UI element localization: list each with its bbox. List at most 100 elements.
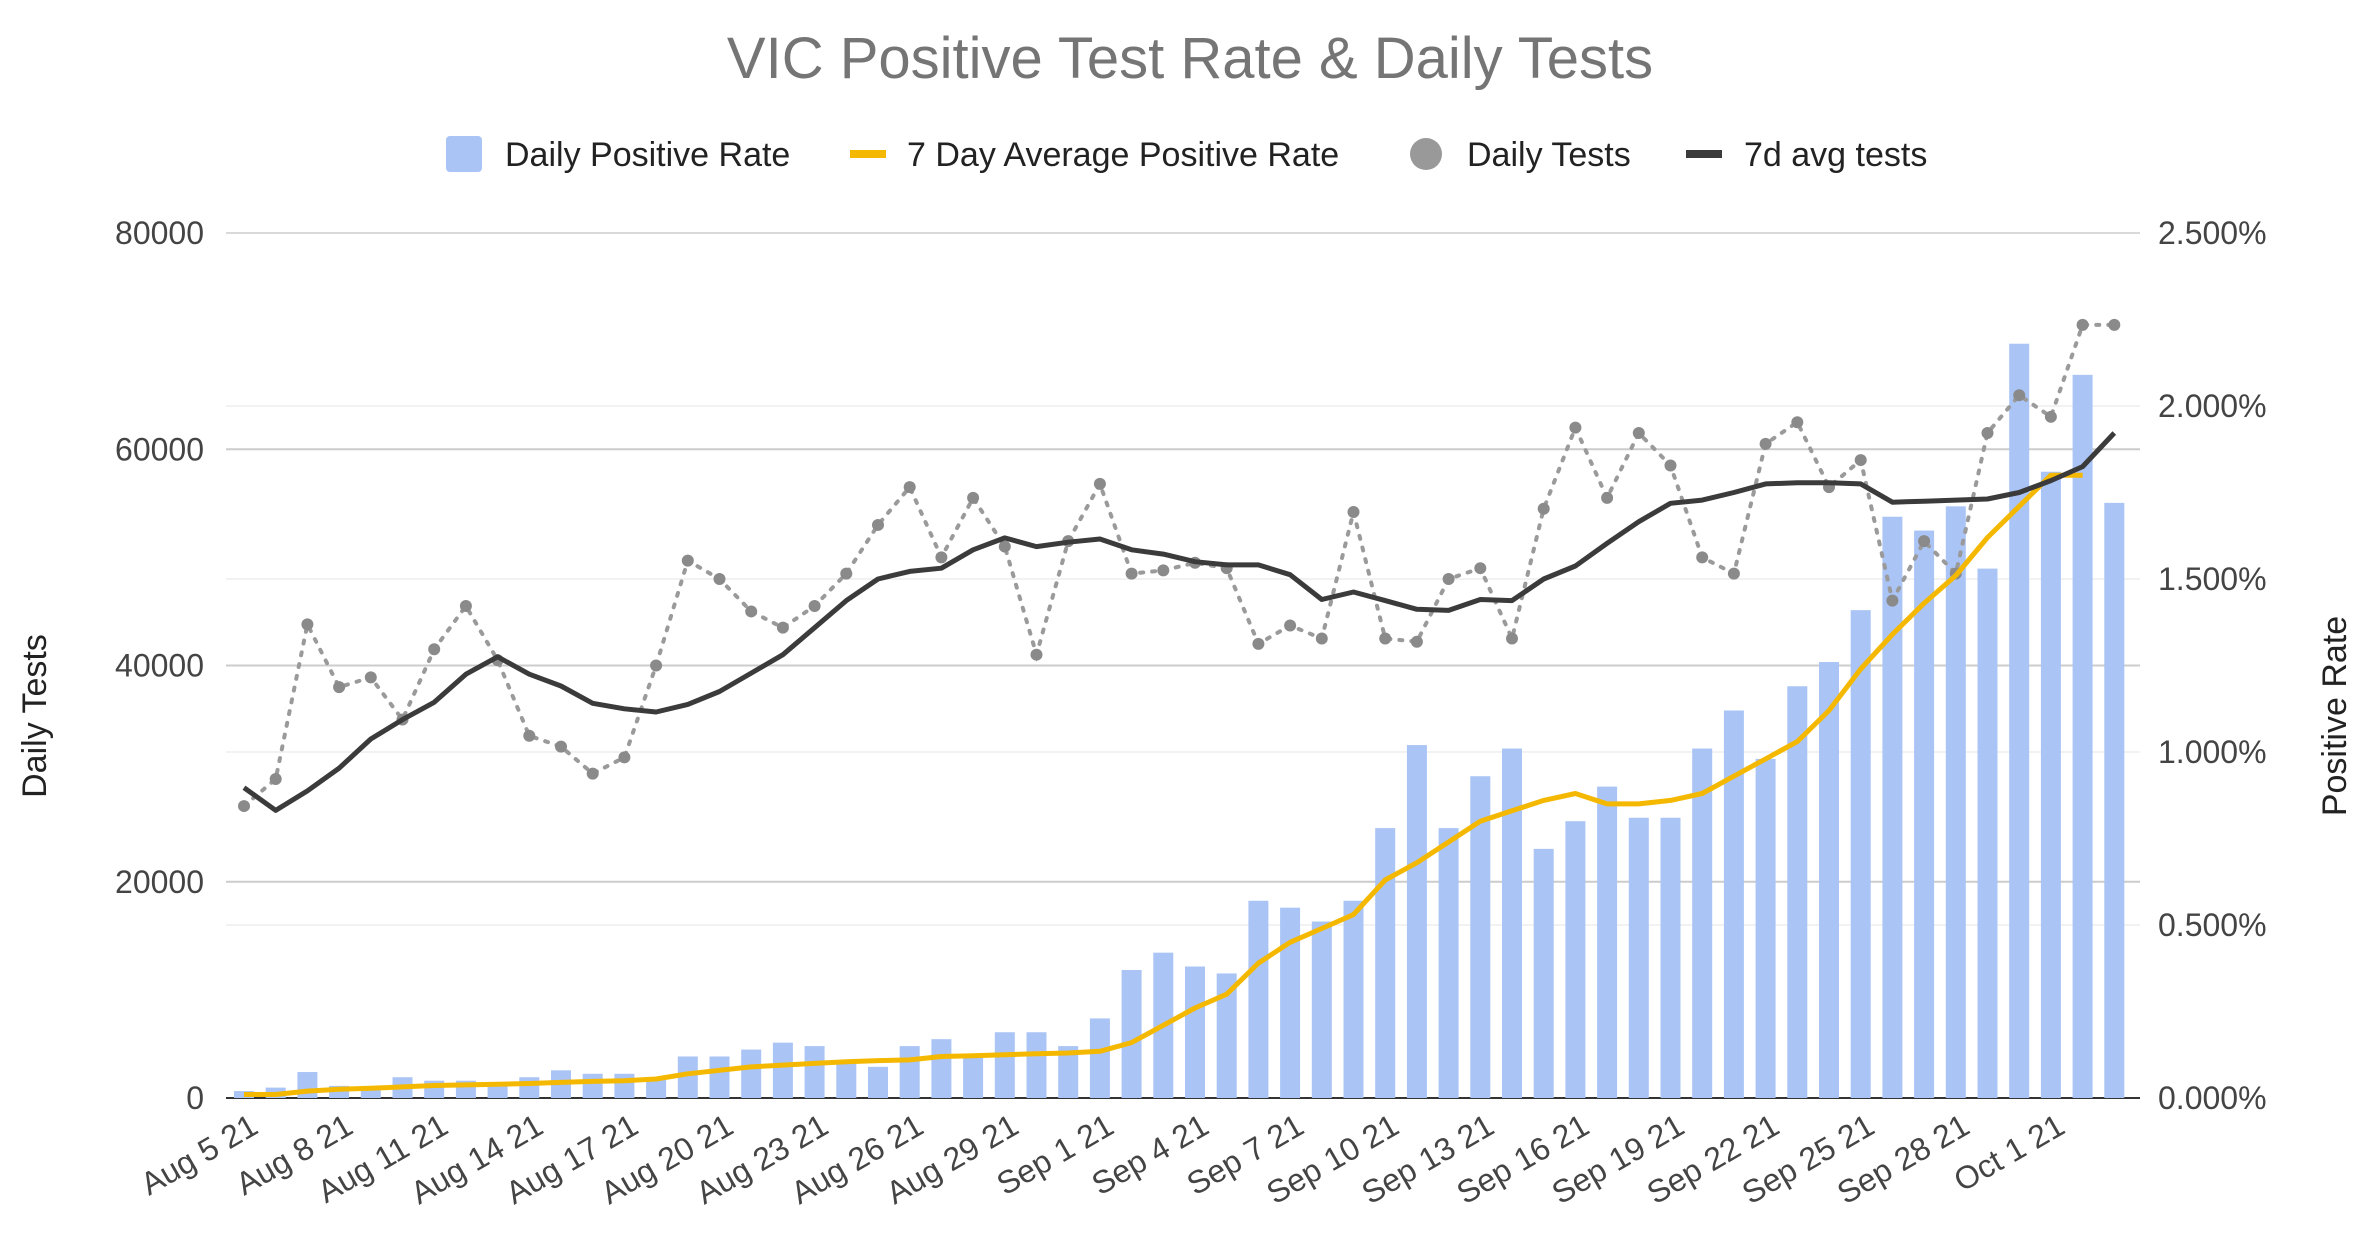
point-daily-tests xyxy=(1664,459,1677,472)
point-daily-tests xyxy=(523,729,536,742)
point-daily-tests xyxy=(840,567,853,580)
point-daily-tests xyxy=(1918,535,1931,548)
bar-daily-positive-rate xyxy=(1660,817,1681,1098)
point-daily-tests xyxy=(428,643,441,656)
bar-daily-positive-rate xyxy=(1280,907,1301,1098)
legend-swatch-daily-tests xyxy=(1410,138,1442,170)
bar-daily-positive-rate xyxy=(1597,786,1618,1098)
bar-daily-positive-rate xyxy=(1850,610,1871,1098)
point-daily-tests xyxy=(1569,421,1582,434)
point-daily-tests xyxy=(269,773,282,786)
bar-daily-positive-rate xyxy=(1533,848,1554,1098)
point-daily-tests xyxy=(1410,635,1423,648)
bar-daily-positive-rate xyxy=(868,1066,888,1098)
bar-daily-positive-rate xyxy=(2040,471,2061,1098)
bar-daily-positive-rate xyxy=(1945,506,1966,1099)
bar-daily-positive-rate xyxy=(1375,828,1396,1098)
point-daily-tests xyxy=(333,681,346,694)
point-daily-tests xyxy=(1601,491,1614,504)
point-daily-tests xyxy=(555,740,567,753)
bar-daily-positive-rate xyxy=(1565,821,1586,1098)
y-right-tick-label: 0.000% xyxy=(2158,1080,2267,1116)
bar-daily-positive-rate xyxy=(2009,343,2030,1099)
bar-daily-positive-rate xyxy=(1628,817,1649,1098)
y-axis-right-ticks: 0.000% 0.500% 1.000% 1.500% 2.000% 2.500% xyxy=(2158,215,2267,1116)
y-axis-right-title: Positive Rate xyxy=(2316,616,2354,816)
point-daily-tests xyxy=(745,605,758,618)
bar-daily-positive-rate xyxy=(963,1056,984,1098)
point-daily-tests xyxy=(967,491,980,504)
bar-daily-positive-rate xyxy=(1470,776,1491,1098)
bar-daily-positive-rate xyxy=(1977,568,1998,1098)
point-daily-tests xyxy=(1696,551,1709,564)
bar-daily-positive-rate xyxy=(1406,745,1427,1098)
y-left-tick-label: 20000 xyxy=(115,864,204,900)
point-daily-tests xyxy=(681,554,694,567)
legend: Daily Positive Rate 7 Day Average Positi… xyxy=(446,136,1927,174)
bar-daily-positive-rate xyxy=(1882,516,1903,1098)
point-daily-tests xyxy=(1506,632,1518,645)
bar-daily-positive-rate xyxy=(1248,900,1269,1098)
bar-daily-positive-rate xyxy=(1026,1032,1047,1098)
point-daily-tests xyxy=(364,671,377,684)
bar-daily-positive-rate xyxy=(646,1077,667,1098)
chart-title: VIC Positive Test Rate & Daily Tests xyxy=(727,26,1653,91)
bar-daily-positive-rate xyxy=(487,1084,508,1098)
legend-swatch-daily-positive-rate xyxy=(446,136,482,172)
bar-daily-positive-rate xyxy=(772,1042,793,1098)
bar-daily-positive-rate xyxy=(709,1056,730,1098)
point-daily-tests xyxy=(1315,632,1328,645)
line-7d-avg-tests xyxy=(242,431,2117,813)
y-left-tick-label: 40000 xyxy=(115,648,204,684)
point-daily-tests xyxy=(650,659,663,672)
line-7-day-average-positive-rate xyxy=(244,472,2083,1097)
point-daily-tests xyxy=(1981,427,1994,440)
bar-daily-positive-rate xyxy=(582,1073,603,1098)
point-daily-tests xyxy=(1886,594,1899,607)
bar-daily-positive-rate xyxy=(1185,966,1205,1098)
point-daily-tests xyxy=(1442,573,1455,585)
bar-daily-positive-rate xyxy=(1723,710,1744,1098)
bar-daily-positive-rate xyxy=(931,1039,952,1098)
y-right-tick-label: 1.500% xyxy=(2158,561,2267,597)
bar-daily-positive-rate xyxy=(519,1077,540,1098)
legend-label-daily-tests: Daily Tests xyxy=(1467,136,1631,174)
point-daily-tests xyxy=(1379,632,1392,645)
bar-daily-positive-rate xyxy=(804,1046,825,1098)
bar-daily-positive-rate xyxy=(614,1073,635,1098)
bar-daily-positive-rate xyxy=(1787,686,1808,1098)
point-daily-tests xyxy=(998,540,1011,553)
bar-daily-positive-rate xyxy=(1438,828,1459,1098)
point-daily-tests xyxy=(808,600,821,613)
bar-daily-positive-rate xyxy=(836,1063,857,1098)
y-right-tick-label: 0.500% xyxy=(2158,907,2267,943)
point-daily-tests xyxy=(935,551,948,564)
y-right-tick-label: 1.000% xyxy=(2158,734,2267,770)
bar-daily-positive-rate xyxy=(1343,900,1364,1098)
line-series-group xyxy=(238,318,2121,1097)
point-daily-tests xyxy=(776,621,789,634)
bar-daily-positive-rate xyxy=(1692,748,1713,1098)
bar-daily-positive-rate xyxy=(1819,662,1839,1098)
point-daily-tests xyxy=(238,800,250,813)
point-daily-tests xyxy=(1474,562,1487,575)
bar-daily-positive-rate xyxy=(360,1087,381,1098)
point-daily-tests xyxy=(301,618,314,631)
point-daily-tests xyxy=(618,751,631,764)
legend-label-7d-avg-tests: 7d avg tests xyxy=(1744,136,1927,174)
point-daily-tests xyxy=(2108,318,2121,331)
point-daily-tests xyxy=(1347,505,1360,518)
point-daily-tests xyxy=(1759,437,1772,450)
bar-daily-positive-rate xyxy=(1914,530,1935,1098)
bar-daily-positive-rate xyxy=(1502,748,1522,1098)
bar-daily-positive-rate xyxy=(1089,1018,1110,1098)
point-daily-tests xyxy=(2013,389,2026,402)
bar-daily-positive-rate xyxy=(1311,921,1332,1098)
point-daily-tests xyxy=(1284,619,1297,632)
legend-swatch-7-day-average-positive-rate xyxy=(850,150,886,158)
legend-swatch-7d-avg-tests xyxy=(1686,150,1722,158)
point-daily-tests xyxy=(1157,564,1170,577)
bar-daily-positive-rate xyxy=(1755,758,1776,1098)
